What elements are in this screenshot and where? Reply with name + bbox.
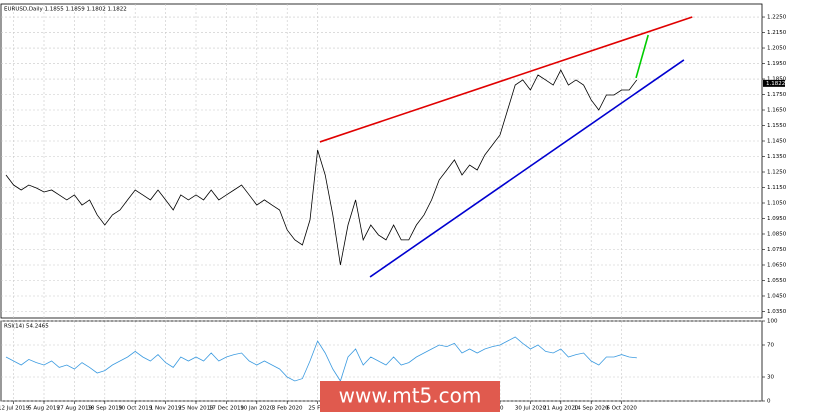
x-tick-label: 10 Oct 2019: [118, 406, 153, 412]
y-tick-label: 1.2250: [767, 15, 787, 21]
x-tick-label: 12 Jul 2019: [0, 406, 30, 412]
y-tick-label: 1.1850: [767, 77, 787, 83]
y-tick-label: 1.0550: [767, 278, 787, 284]
y-tick-label: 1.1950: [767, 61, 787, 67]
last-price-box: [763, 79, 785, 87]
y-tick-label: 1.0650: [767, 262, 787, 268]
x-tick-label: 30 Jul 2020: [515, 406, 547, 412]
x-tick-label: 6 Oct 2020: [606, 406, 637, 412]
x-tick-label: 27 Aug 2019: [57, 406, 93, 412]
y-tick-label: 1.0750: [767, 247, 787, 253]
y-tick-label: 1.1550: [767, 123, 787, 129]
price-line: [5, 69, 638, 266]
x-tick-label: 5 Aug 2019: [28, 406, 60, 412]
y-tick-label: 70: [767, 343, 774, 349]
x-tick-label: 1 Nov 2019: [150, 406, 182, 412]
y-tick-label: 1.1750: [767, 92, 787, 98]
pane-title: EURUSD,Daily 1.1855 1.1859 1.1802 1.1822: [4, 7, 127, 13]
y-tick-label: 1.1650: [767, 108, 787, 114]
y-tick-label: 1.1050: [767, 201, 787, 207]
pane-frame: [0, 3, 763, 319]
y-tick-label: 1.1250: [767, 170, 787, 176]
watermark: www.mt5.com: [339, 384, 482, 408]
y-tick-label: 1.2050: [767, 46, 787, 52]
trend-line: [635, 34, 649, 79]
last-price-label: 1.1822: [766, 81, 785, 87]
x-tick-label: 21 Aug 2020: [543, 406, 579, 412]
x-tick-label: 25 Nov 2019: [178, 406, 214, 412]
y-tick-label: 0: [767, 399, 771, 405]
y-tick-label: 1.0350: [767, 309, 787, 315]
pane-title: RSI(14) 54.2465: [4, 324, 49, 330]
y-tick-label: 1.1350: [767, 154, 787, 160]
x-tick-label: 14 Sep 2020: [574, 406, 609, 412]
trend-line: [369, 59, 685, 278]
x-tick-label: 10 Jan 2020: [240, 406, 273, 412]
trend-line: [319, 16, 693, 143]
y-tick-label: 100: [767, 319, 778, 325]
x-tick-label: 18 Sep 2019: [87, 406, 122, 412]
x-tick-label: 3 Feb 2020: [272, 406, 303, 412]
y-tick-label: 1.2150: [767, 30, 787, 36]
y-tick-label: 30: [767, 375, 774, 381]
watermark-box: [320, 381, 500, 412]
x-tick-label: 17 Dec 2019: [209, 406, 245, 412]
y-tick-label: 1.0450: [767, 293, 787, 299]
x-tick-label: 20: [497, 406, 504, 412]
x-tick-label: 25 Feb: [308, 406, 327, 412]
y-tick-label: 1.1150: [767, 185, 787, 191]
y-tick-label: 1.1450: [767, 139, 787, 145]
y-tick-label: 1.0850: [767, 231, 787, 237]
rsi-line: [5, 336, 637, 382]
y-tick-label: 1.0950: [767, 216, 787, 222]
